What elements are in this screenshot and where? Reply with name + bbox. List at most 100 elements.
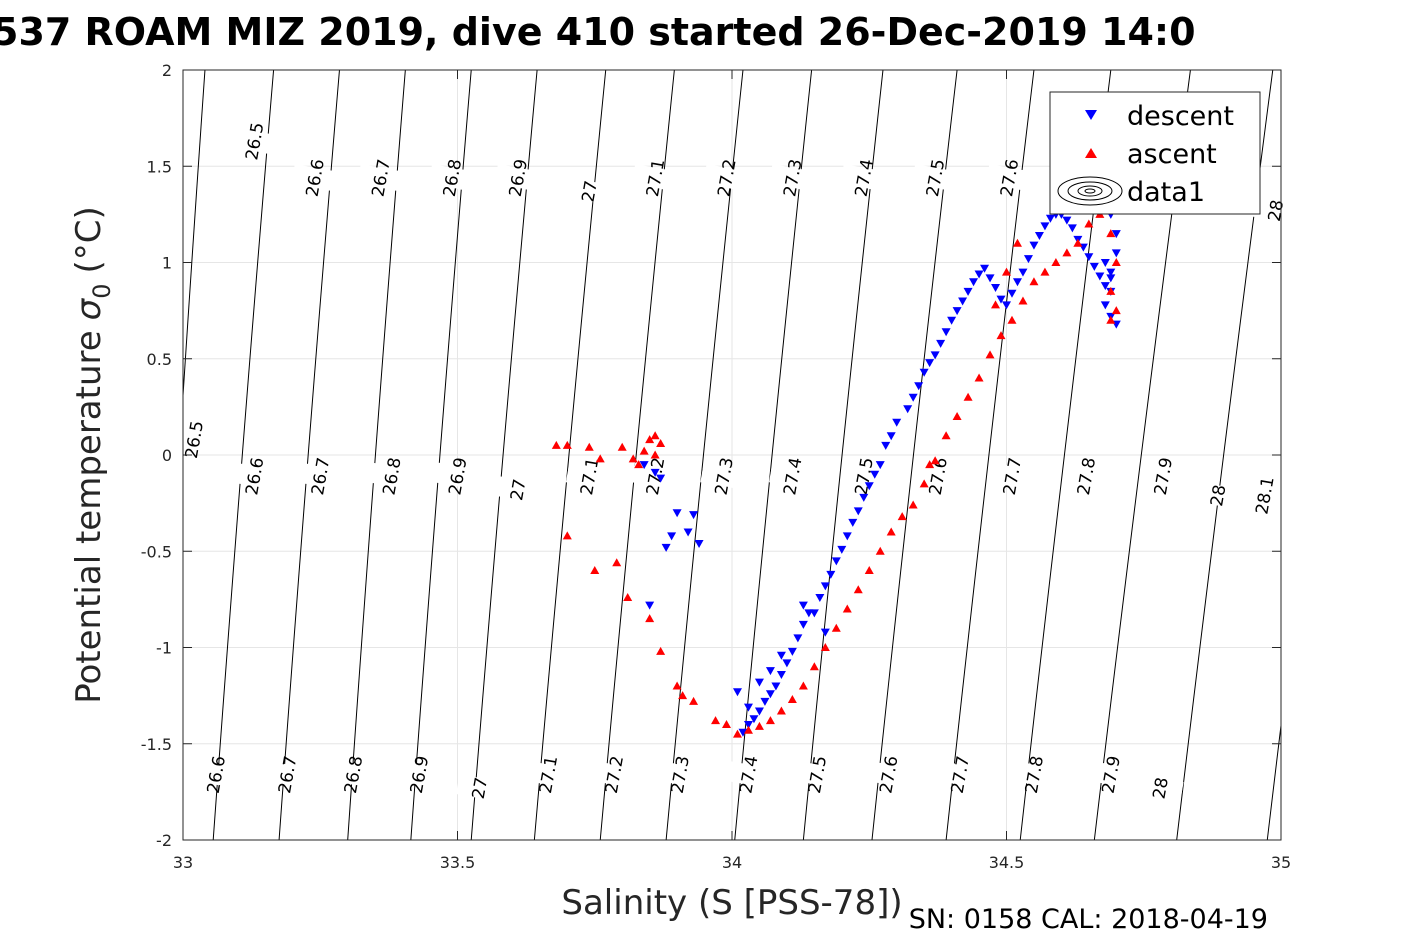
- contour-label-bg: [988, 462, 1036, 490]
- contour-label-bg: [656, 760, 704, 789]
- descent-point: [1040, 222, 1050, 231]
- ascent-point: [634, 460, 644, 469]
- contour-label-bg: [840, 462, 888, 490]
- contour-label-bg: [768, 462, 816, 490]
- ascent-point: [787, 694, 797, 703]
- descent-point: [689, 511, 699, 520]
- descent-point: [776, 670, 786, 679]
- contour-label-bg: [703, 164, 750, 192]
- contour-label-bg: [329, 760, 377, 789]
- descent-point: [831, 557, 841, 566]
- ascent-point: [562, 531, 572, 540]
- ascent-point: [1073, 238, 1083, 247]
- ascent-point: [952, 412, 962, 420]
- y-tick-label: 2: [162, 61, 172, 80]
- descent-point: [1084, 253, 1094, 262]
- descent-point: [1007, 289, 1017, 298]
- y-tick-label: 0.5: [147, 350, 172, 369]
- descent-point: [667, 532, 677, 541]
- contour-label-bg: [793, 760, 841, 789]
- x-tick-label: 35: [1271, 853, 1291, 872]
- contour-label-bg: [631, 164, 679, 192]
- descent-point: [914, 382, 924, 391]
- descent-point: [842, 532, 852, 541]
- contour-label-bg: [1194, 481, 1242, 510]
- descent-point: [1067, 224, 1077, 233]
- descent-point: [848, 518, 858, 527]
- ascent-point: [897, 512, 907, 521]
- y-axis: -2 -1.5 -1 -0.5 0 0.5 1 1.5 2: [141, 61, 1281, 850]
- ascent-point: [722, 720, 732, 728]
- contour-label-bg: [494, 475, 542, 504]
- descent-point: [683, 528, 693, 537]
- descent-point: [765, 690, 775, 699]
- descent-point: [1100, 282, 1110, 291]
- ascent-point: [1062, 248, 1072, 257]
- descent-point: [782, 659, 792, 668]
- descent-point: [958, 297, 968, 306]
- ascent-point: [1029, 277, 1039, 286]
- ascent-point: [650, 450, 660, 459]
- legend-descent-label: descent: [1127, 101, 1234, 132]
- descent-point: [925, 359, 935, 368]
- descent-point: [941, 328, 951, 337]
- descent-point: [820, 582, 830, 591]
- descent-point: [892, 418, 902, 427]
- ascent-point: [875, 546, 885, 555]
- ascent-point: [590, 566, 600, 574]
- contour-label: 28: [1207, 483, 1230, 508]
- y-tick-label: 1.5: [147, 157, 172, 176]
- contour-label-bg: [1087, 760, 1135, 789]
- descent-point: [903, 405, 913, 414]
- ascent-point: [628, 454, 638, 463]
- ascent-point: [1084, 219, 1094, 228]
- ascent-point: [985, 350, 995, 359]
- descent-point: [743, 703, 753, 712]
- descent-point: [815, 593, 825, 602]
- descent-point: [875, 461, 885, 470]
- ascent-point: [930, 456, 940, 465]
- y-axis-label-text: Potential temperature: [69, 330, 109, 703]
- legend-descent-marker: [1085, 110, 1097, 120]
- descent-point: [776, 651, 786, 660]
- contour-line-26.6: [212, 70, 275, 840]
- descent-point: [798, 601, 808, 610]
- ascent-point: [1106, 286, 1116, 295]
- x-tick-label: 34: [722, 853, 742, 872]
- ascent-point: [672, 681, 682, 690]
- contour-label-bg: [192, 760, 240, 789]
- descent-point: [908, 393, 918, 402]
- contour-label-bg: [1241, 481, 1288, 510]
- descent-point: [936, 339, 946, 348]
- contour-label-bg: [936, 760, 984, 789]
- descent-point: [1002, 301, 1011, 310]
- descent-point: [1034, 232, 1044, 241]
- ascent-point: [831, 623, 841, 632]
- ascent-point: [974, 373, 984, 382]
- descent-point: [853, 507, 863, 516]
- x-axis-label: Salinity (S [PSS-78]): [561, 883, 902, 923]
- contour-label-bg: [1136, 774, 1184, 802]
- ascent-point: [711, 716, 721, 725]
- data-points: [551, 209, 1121, 738]
- descent-point: [1012, 278, 1022, 287]
- descent-point: [837, 545, 847, 554]
- descent-point: [760, 697, 770, 706]
- y-tick-label: -1: [156, 639, 172, 658]
- y-tick-label: -1.5: [141, 735, 172, 754]
- descent-point: [826, 570, 836, 579]
- ascent-point: [678, 691, 688, 700]
- y-axis-label: Potential temperature σ0 (°C): [69, 206, 116, 704]
- ascent-point: [963, 392, 973, 401]
- descent-point: [754, 707, 764, 716]
- descent-point: [1029, 241, 1039, 250]
- ascent-point: [809, 662, 819, 671]
- descent-point: [787, 647, 797, 656]
- ascent-point: [925, 460, 935, 469]
- contour-label-bg: [1010, 760, 1058, 789]
- descent-point: [650, 468, 660, 477]
- descent-point: [1100, 259, 1110, 267]
- contour-label-bg: [368, 462, 416, 490]
- contour-label-bg: [700, 462, 748, 490]
- descent-point: [798, 620, 808, 629]
